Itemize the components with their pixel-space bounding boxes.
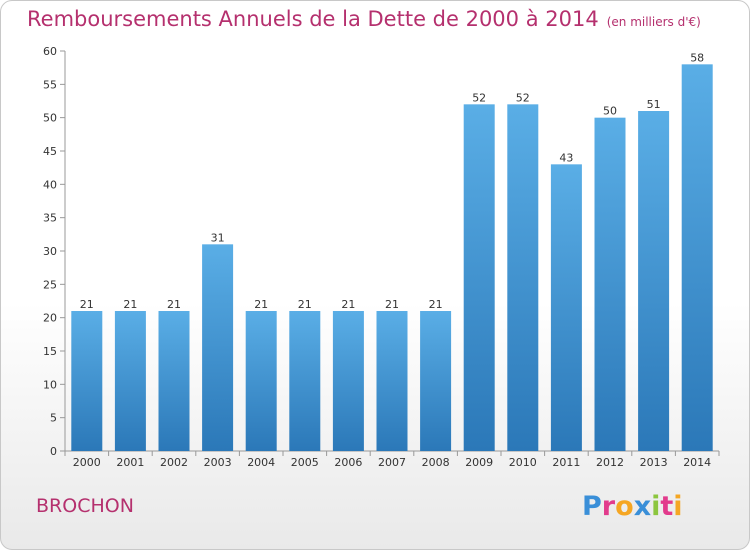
x-tick-label: 2006 [334, 456, 362, 469]
bar [289, 311, 321, 451]
bar [71, 311, 103, 451]
y-tick-label: 55 [43, 78, 57, 91]
logo-letter: r [601, 491, 616, 522]
x-tick-label: 2009 [465, 456, 493, 469]
bar [158, 311, 190, 451]
axes: 0 5 10 15 20 25 30 35 40 45 50 55 60 2000 2001 2002 2003… [43, 45, 720, 469]
logo-letter: t [660, 491, 674, 522]
x-tick-label: 2007 [378, 456, 406, 469]
y-tick-label: 20 [43, 312, 57, 325]
title-text: Remboursements Annuels de la Dette de 20… [27, 7, 599, 31]
data-label: 52 [472, 91, 486, 104]
bars: 21 21 21 31 21 21 21 21 21 52 52 43 50 51 58 [71, 51, 713, 452]
x-tick-label: 2003 [204, 456, 232, 469]
x-tick-label: 2014 [683, 456, 711, 469]
bar [376, 311, 408, 451]
data-label: 21 [80, 298, 94, 311]
data-label: 31 [211, 231, 225, 244]
data-label: 21 [167, 298, 181, 311]
y-tick-label: 25 [43, 278, 57, 291]
data-label: 21 [385, 298, 399, 311]
bar [245, 311, 277, 451]
bar [202, 244, 234, 451]
bar [507, 104, 539, 451]
y-tick-label: 35 [43, 212, 57, 225]
y-tick-label: 50 [43, 112, 57, 125]
bar [420, 311, 452, 451]
bar [594, 117, 626, 452]
logo-letter: o [615, 491, 634, 522]
data-label: 21 [429, 298, 443, 311]
bar [681, 64, 713, 452]
x-tick-label: 2010 [509, 456, 537, 469]
data-label: 21 [298, 298, 312, 311]
x-tick-label: 2004 [247, 456, 275, 469]
data-label: 50 [603, 105, 617, 118]
y-tick-label: 10 [43, 378, 57, 391]
data-label: 21 [341, 298, 355, 311]
chart-title: Remboursements Annuels de la Dette de 20… [27, 7, 701, 31]
data-label: 21 [254, 298, 268, 311]
data-label: 52 [516, 91, 530, 104]
y-tick-label: 5 [50, 412, 57, 425]
y-tick-label: 30 [43, 245, 57, 258]
x-tick-label: 2008 [422, 456, 450, 469]
x-tick-label: 2012 [596, 456, 624, 469]
data-label: 51 [647, 98, 661, 111]
x-tick-label: 2005 [291, 456, 319, 469]
commune-name: BROCHON [36, 495, 134, 517]
data-label: 58 [690, 51, 704, 64]
x-tick-label: 2011 [552, 456, 580, 469]
bar [638, 111, 670, 451]
data-label: 21 [123, 298, 137, 311]
proxiti-logo[interactable]: Proxiti [582, 491, 683, 522]
x-tick-label: 2000 [73, 456, 101, 469]
y-tick-label: 15 [43, 345, 57, 358]
units-label: (en milliers d'€) [606, 15, 701, 29]
x-tick-label: 2001 [116, 456, 144, 469]
logo-letter: i [651, 491, 661, 522]
logo-letter: x [633, 491, 652, 522]
data-label: 43 [559, 151, 573, 164]
bar [114, 311, 146, 451]
bar [463, 104, 495, 451]
y-tick-label: 0 [50, 445, 57, 458]
y-tick-label: 40 [43, 178, 57, 191]
y-tick-label: 45 [43, 145, 57, 158]
logo-letter: P [582, 491, 602, 522]
x-tick-label: 2002 [160, 456, 188, 469]
logo-letter: i [673, 491, 683, 522]
bar [332, 311, 364, 451]
y-tick-label: 60 [43, 45, 57, 58]
x-tick-label: 2013 [640, 456, 668, 469]
bar [550, 164, 582, 452]
